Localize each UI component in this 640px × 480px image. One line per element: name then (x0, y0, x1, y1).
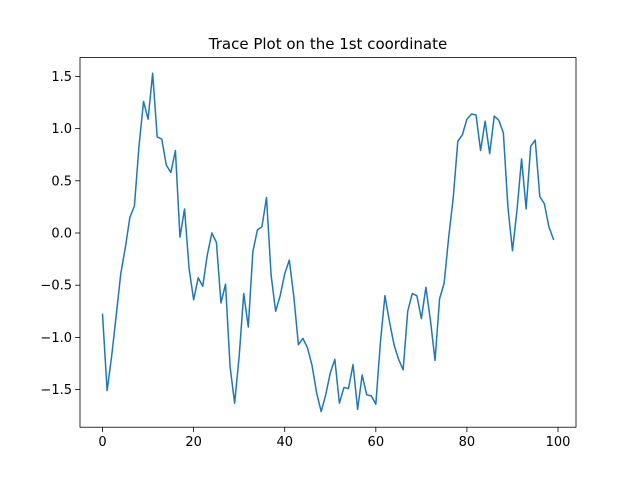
y-tick-label: −0.5 (40, 279, 72, 294)
chart-title: Trace Plot on the 1st coordinate (208, 35, 447, 53)
x-tick-label: 40 (276, 435, 293, 450)
y-tick-label: −1.0 (40, 331, 72, 346)
x-tick-label: 0 (98, 435, 106, 450)
x-tick-label: 20 (185, 435, 202, 450)
y-axis-ticks: −1.5 −1.0 −0.5 0.0 0.5 1.0 1.5 (40, 70, 80, 398)
y-tick-label: 1.5 (51, 70, 72, 85)
x-tick-label: 80 (459, 435, 476, 450)
x-tick-label: 60 (368, 435, 385, 450)
x-tick-label: 100 (546, 435, 571, 450)
plot-area-frame (79, 57, 577, 428)
y-tick-label: 0.0 (51, 227, 72, 242)
trace-line (101, 72, 555, 413)
y-tick-label: 0.5 (51, 174, 72, 189)
y-tick-label: −1.5 (40, 383, 72, 398)
x-axis-ticks: 0 20 40 60 80 100 (98, 427, 570, 450)
y-tick-label: 1.0 (51, 122, 72, 137)
